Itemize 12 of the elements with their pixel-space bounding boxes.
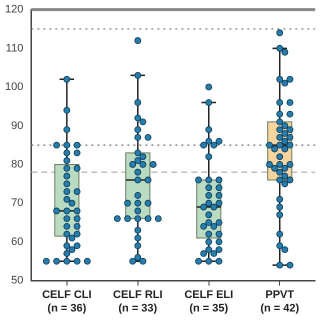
x-tick-label: PPVT (n = 42) [260,289,300,314]
x-tick-label: CELF ELI (n = 35) [184,289,234,314]
y-tick-label: 70 [11,197,24,210]
y-tick-label: 60 [11,236,24,248]
x-tick-label: CELF CLI (n = 36) [42,289,92,314]
x-tick-label: CELF RLI (n = 33) [113,289,163,314]
y-tick-label: 50 [11,274,24,287]
y-tick-label: 110 [6,42,24,54]
y-tick-label: 100 [4,81,24,94]
y-tick-label: 80 [11,158,24,170]
y-tick-label: 120 [4,4,24,16]
y-tick-label: 90 [11,120,24,132]
